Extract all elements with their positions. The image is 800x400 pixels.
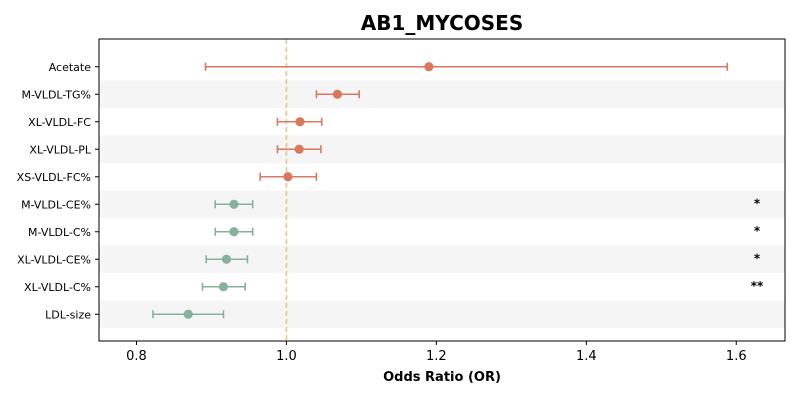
x-axis: 0.8 1.0 1.2 1.4 1.6 bbox=[126, 341, 747, 364]
or-point bbox=[218, 282, 229, 292]
or-point bbox=[295, 117, 305, 127]
significance-marker: * bbox=[754, 196, 761, 210]
y-tick-label: M-VLDL-C% bbox=[28, 226, 91, 239]
x-tick-label: 1.4 bbox=[576, 349, 597, 364]
significance-marker: * bbox=[754, 224, 761, 238]
or-point bbox=[294, 144, 304, 154]
y-tick-label: M-VLDL-CE% bbox=[21, 198, 91, 211]
y-tick-label: XL-VLDL-C% bbox=[24, 281, 91, 294]
x-tick-label: 1.2 bbox=[426, 349, 447, 364]
or-point bbox=[332, 89, 343, 99]
row-stripe bbox=[99, 80, 785, 108]
row-stripe bbox=[99, 190, 785, 218]
row-stripe bbox=[99, 245, 785, 273]
plot-frame bbox=[98, 38, 786, 342]
y-tick-label: LDL-size bbox=[45, 308, 91, 321]
y-tick-label: XL-VLDL-CE% bbox=[17, 253, 91, 266]
x-tick-label: 1.6 bbox=[726, 349, 747, 364]
y-tick-label: M-VLDL-TG% bbox=[21, 88, 91, 101]
x-axis-label: Odds Ratio (OR) bbox=[383, 370, 501, 385]
significance-marker: ** bbox=[751, 279, 764, 293]
x-tick-label: 0.8 bbox=[126, 349, 147, 364]
y-tick-label: XL-VLDL-PL bbox=[29, 143, 91, 156]
or-point bbox=[229, 227, 239, 237]
data-marks: ***** bbox=[152, 62, 764, 319]
significance-marker: * bbox=[754, 251, 761, 265]
y-axis: Acetate M-VLDL-TG% XL-VLDL-FC XL-VLDL-PL XS-… bbox=[17, 61, 99, 321]
row-stripe bbox=[99, 135, 785, 163]
row-stripes bbox=[99, 80, 785, 328]
x-tick-label: 1.0 bbox=[276, 349, 297, 364]
or-point bbox=[229, 199, 239, 209]
y-tick-label: XL-VLDL-FC bbox=[28, 116, 91, 129]
or-point bbox=[183, 309, 193, 319]
chart-title: AB1_MYCOSES bbox=[361, 11, 523, 35]
or-point bbox=[221, 254, 232, 264]
or-point bbox=[283, 172, 293, 182]
or-point bbox=[424, 62, 434, 72]
y-tick-label: Acetate bbox=[49, 61, 92, 74]
y-tick-label: XS-VLDL-FC% bbox=[17, 171, 91, 184]
